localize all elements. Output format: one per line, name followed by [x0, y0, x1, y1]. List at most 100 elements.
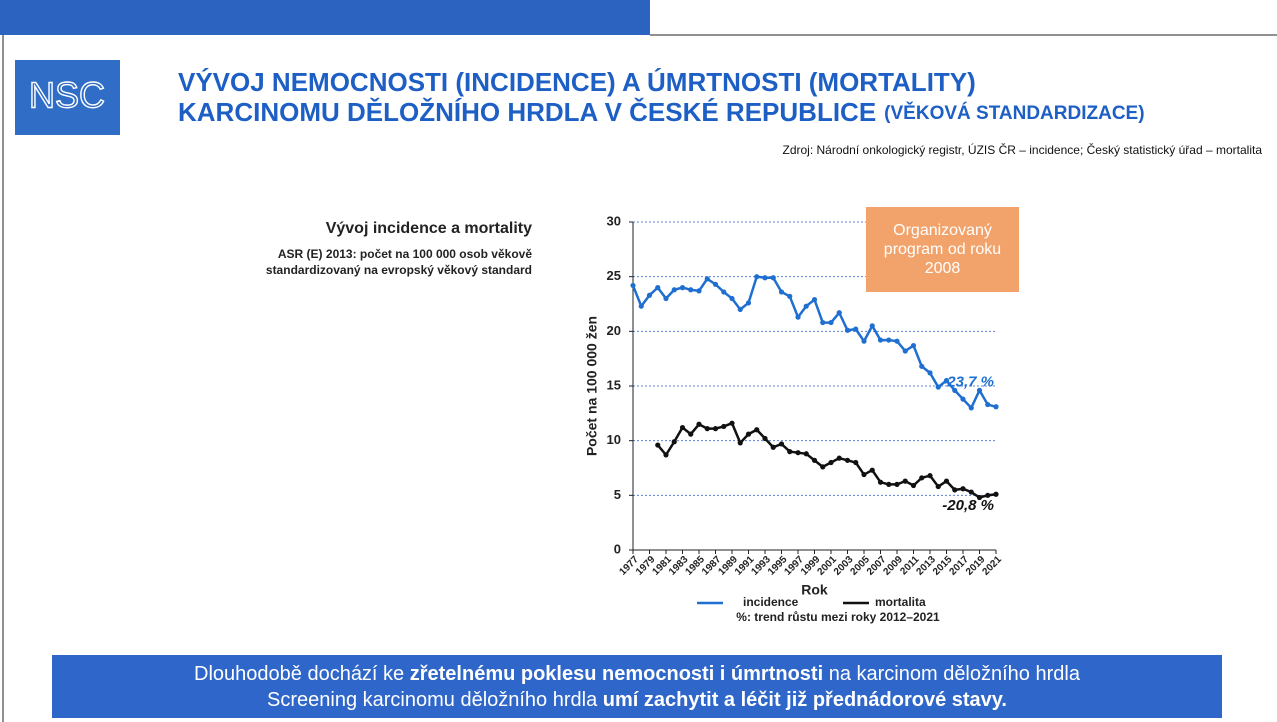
point — [745, 300, 752, 306]
point — [754, 427, 760, 433]
top-bar — [0, 0, 650, 35]
point — [853, 459, 859, 466]
point — [927, 473, 933, 479]
point — [828, 459, 834, 466]
title-note: (VĚKOVÁ STANDARDIZACE) — [884, 102, 1144, 124]
chart-heading: Vývoj incidence a mortality — [326, 220, 532, 237]
point — [877, 337, 884, 343]
point — [729, 420, 735, 426]
point — [828, 319, 834, 326]
legend-note: %: trend růstu mezi roky 2012–2021 — [736, 610, 940, 624]
point — [869, 323, 875, 329]
point — [762, 435, 768, 442]
point — [853, 326, 859, 332]
point — [919, 475, 925, 481]
y-tick-label: 5 — [614, 487, 621, 502]
point — [910, 342, 917, 349]
point — [886, 337, 892, 343]
banner-text: Screening karcinomu děložního hrdla — [267, 688, 603, 711]
point — [638, 303, 644, 309]
point — [712, 426, 719, 432]
annotation: -20,8 % — [942, 497, 994, 514]
point — [770, 444, 776, 450]
point — [861, 471, 867, 478]
chart-subheading: standardizovaný na evropský věkový stand… — [266, 263, 532, 277]
legend-label: incidence — [743, 595, 799, 609]
point — [952, 487, 958, 493]
banner-line: Dlouhodobě dochází ke zřetelnému poklesu… — [52, 661, 1222, 687]
point — [803, 451, 809, 457]
point — [952, 387, 958, 393]
point — [919, 363, 925, 369]
point — [679, 424, 686, 431]
title-line: KARCINOMU DĚLOŽNÍHO HRDLA V ČESKÉ REPUBL… — [178, 97, 1145, 127]
point — [795, 314, 801, 320]
title-main: KARCINOMU DĚLOŽNÍHO HRDLA V ČESKÉ REPUBL… — [178, 97, 876, 127]
banner-text: Dlouhodobě dochází ke — [194, 662, 410, 685]
point — [894, 338, 900, 344]
point — [704, 276, 710, 282]
logo: NSC — [29, 75, 105, 116]
point — [655, 285, 661, 291]
point — [803, 303, 809, 309]
y-tick-label: 10 — [607, 432, 621, 447]
point — [729, 295, 735, 302]
point — [861, 338, 867, 344]
x-tick-label: 2021 — [980, 554, 1004, 578]
point — [745, 431, 752, 437]
point — [721, 423, 727, 430]
point — [795, 450, 801, 456]
banner: Dlouhodobě dochází ke zřetelnému poklesu… — [52, 655, 1222, 718]
title-line: VÝVOJ NEMOCNOSTI (INCIDENCE) A ÚMRTNOSTI… — [178, 67, 976, 97]
point — [787, 449, 793, 455]
annotation: -23,7 % — [942, 374, 994, 391]
point — [762, 275, 768, 281]
y-tick-label: 0 — [614, 541, 621, 556]
point — [671, 287, 677, 293]
callout: Organizovaný program od roku 2008 — [866, 207, 1019, 292]
point — [704, 426, 710, 432]
point — [894, 481, 900, 487]
y-tick-label: 25 — [607, 268, 621, 283]
point — [811, 297, 818, 303]
banner-text: umí zachytit a léčit již přednádorové st… — [602, 688, 1007, 711]
point — [985, 401, 991, 408]
point — [902, 478, 908, 484]
x-axis-label: Rok — [801, 582, 828, 598]
point — [778, 441, 785, 447]
point — [836, 455, 842, 461]
point — [869, 467, 875, 473]
y-tick-label: 30 — [607, 213, 621, 228]
point — [778, 289, 785, 295]
logo-box — [15, 60, 120, 135]
point — [902, 348, 908, 354]
point — [910, 482, 917, 489]
point — [820, 319, 826, 326]
series-line — [656, 421, 997, 499]
y-axis-label: Počet na 100 000 žen — [584, 316, 600, 456]
point — [737, 440, 743, 446]
banner-text: zřetelnému poklesu nemocnosti i úmrtnost… — [409, 662, 824, 685]
point — [721, 289, 727, 295]
point — [712, 281, 719, 287]
point — [927, 370, 933, 376]
point — [770, 275, 776, 281]
point — [943, 377, 950, 384]
point — [985, 492, 991, 498]
source: Zdroj: Národní onkologický registr, ÚZIS… — [782, 142, 1262, 157]
point — [976, 387, 983, 393]
point — [836, 310, 842, 316]
point — [671, 439, 677, 445]
banner-line: Screening karcinomu děložního hrdla umí … — [52, 687, 1222, 713]
point — [696, 288, 702, 294]
point — [688, 431, 694, 437]
point — [646, 292, 653, 298]
point — [787, 293, 793, 299]
point — [688, 287, 694, 293]
point — [976, 494, 983, 501]
point — [943, 478, 950, 484]
point — [696, 421, 702, 427]
point — [935, 384, 941, 390]
